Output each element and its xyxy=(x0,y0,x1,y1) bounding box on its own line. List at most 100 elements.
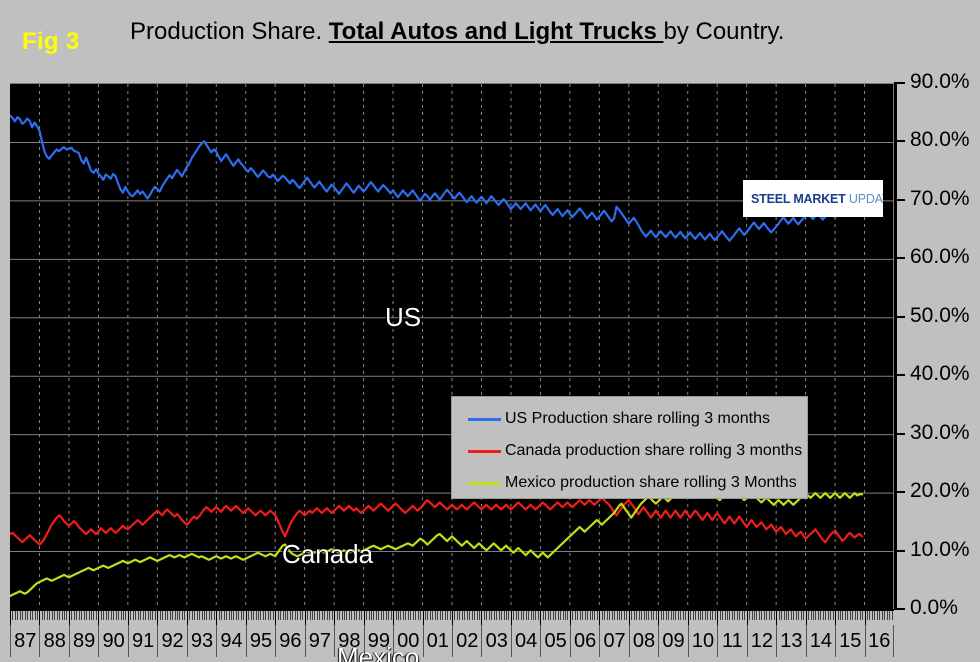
x-tick-label: 93 xyxy=(186,625,216,657)
x-tick-minor xyxy=(633,611,635,620)
title-emphasis: Total Autos and Light Trucks xyxy=(328,18,664,45)
x-tick-minor xyxy=(852,611,854,620)
x-tick-minor xyxy=(542,611,544,620)
series-line-us xyxy=(10,114,864,242)
x-tick-minor xyxy=(199,611,201,620)
y-tick xyxy=(894,140,905,143)
x-tick-minor xyxy=(255,611,257,620)
x-tick-minor xyxy=(380,611,382,620)
x-tick-minor xyxy=(483,611,485,620)
x-tick-minor xyxy=(132,611,134,620)
x-tick-major xyxy=(393,611,395,627)
x-tick-minor xyxy=(488,611,490,620)
x-tick-minor xyxy=(22,611,24,620)
x-tick-minor xyxy=(407,611,409,620)
x-tick-minor xyxy=(729,611,731,620)
x-tick-minor xyxy=(655,611,657,620)
x-tick-minor xyxy=(415,611,417,620)
x-tick-minor xyxy=(476,611,478,620)
x-tick-minor xyxy=(61,611,63,620)
x-tick-minor xyxy=(130,611,132,620)
x-tick-minor xyxy=(736,611,738,620)
x-tick-minor xyxy=(618,611,620,620)
x-tick-minor xyxy=(385,611,387,620)
legend-swatch-canada xyxy=(468,449,501,453)
x-tick-minor xyxy=(103,611,105,620)
x-tick-minor xyxy=(366,611,368,620)
x-tick-minor xyxy=(265,611,267,620)
x-tick-minor xyxy=(579,611,581,620)
x-tick-minor xyxy=(267,611,269,620)
x-tick-minor xyxy=(552,611,554,620)
x-tick-minor xyxy=(594,611,596,620)
x-tick-minor xyxy=(383,611,385,620)
y-tick xyxy=(894,374,905,377)
x-tick-minor xyxy=(14,611,16,620)
x-tick-minor xyxy=(675,611,677,620)
x-tick-minor xyxy=(412,611,414,620)
x-tick-minor xyxy=(790,611,792,620)
x-tick-minor xyxy=(179,611,181,620)
x-tick-minor xyxy=(115,611,117,620)
x-tick-minor xyxy=(685,611,687,620)
x-tick-label: 97 xyxy=(304,625,334,657)
x-tick-minor xyxy=(137,611,139,620)
x-tick-minor xyxy=(388,611,390,620)
x-tick-major xyxy=(422,611,424,627)
x-tick-minor xyxy=(849,611,851,620)
x-tick-minor xyxy=(402,611,404,620)
x-tick-minor xyxy=(358,611,360,620)
x-tick-label: 91 xyxy=(127,625,157,657)
x-tick-minor xyxy=(692,611,694,620)
x-tick-minor xyxy=(429,611,431,620)
x-axis-labels: 87 88 89 90 91 92 93 94 95 96 97 98 99 00 01 02 03 04 05 06… xyxy=(10,625,894,657)
x-tick-minor xyxy=(37,611,38,620)
x-tick-minor xyxy=(147,611,149,620)
x-tick-minor xyxy=(506,611,508,620)
x-tick-minor xyxy=(479,611,480,620)
x-tick-minor xyxy=(822,611,824,620)
x-tick-minor xyxy=(368,611,370,620)
x-tick-minor xyxy=(113,611,115,620)
x-tick-label: 94 xyxy=(216,625,245,657)
x-tick-minor xyxy=(631,611,633,620)
x-tick-minor xyxy=(788,611,790,620)
x-tick-minor xyxy=(751,611,753,620)
x-tick-minor xyxy=(844,611,846,620)
x-tick-minor xyxy=(88,611,90,620)
x-tick-minor xyxy=(832,611,834,620)
x-tick-minor xyxy=(326,611,328,620)
x-tick-minor xyxy=(702,611,704,620)
x-tick-minor xyxy=(44,611,46,620)
x-tick-minor xyxy=(653,611,655,620)
x-tick-minor xyxy=(149,611,151,620)
x-tick-minor xyxy=(449,611,451,620)
x-tick-minor xyxy=(533,611,535,620)
x-tick-minor xyxy=(520,611,522,620)
x-tick-minor xyxy=(292,611,294,620)
x-tick-major xyxy=(186,611,188,627)
x-tick-minor xyxy=(881,611,883,620)
x-tick-minor xyxy=(663,611,665,620)
x-tick-minor xyxy=(785,611,787,620)
x-tick-minor xyxy=(125,611,127,620)
x-tick-minor xyxy=(226,611,228,620)
x-tick-label: 11 xyxy=(717,625,746,657)
x-tick-minor xyxy=(351,611,353,620)
logo-word-update: UPDATE xyxy=(848,191,883,206)
x-tick-minor xyxy=(299,611,301,620)
x-tick-minor xyxy=(889,611,891,620)
x-tick-minor xyxy=(847,611,849,620)
y-tick xyxy=(894,549,905,552)
x-tick-minor xyxy=(825,611,827,620)
x-tick-minor xyxy=(432,611,434,620)
x-tick-minor xyxy=(469,611,471,620)
x-tick-minor xyxy=(19,611,21,620)
y-tick-label: 10.0% xyxy=(910,537,970,561)
x-tick-minor xyxy=(871,611,873,620)
x-tick-minor xyxy=(336,611,338,620)
x-tick-minor xyxy=(734,611,736,620)
x-tick-major xyxy=(245,611,247,627)
x-tick-minor xyxy=(474,611,476,620)
x-tick-minor xyxy=(466,611,468,620)
